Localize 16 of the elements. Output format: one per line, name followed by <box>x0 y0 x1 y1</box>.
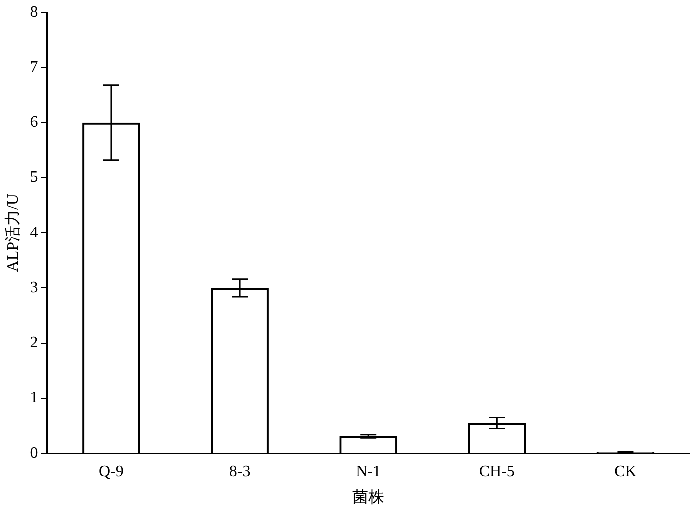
y-tick-label: 1 <box>30 390 38 407</box>
x-tick-label: N-1 <box>356 463 382 480</box>
y-tick-label: 8 <box>30 4 38 21</box>
y-axis-title: ALP活力/U <box>4 194 22 272</box>
y-tick-label: 7 <box>30 58 38 76</box>
x-tick-label: CH-5 <box>479 463 515 480</box>
y-tick-label: 4 <box>30 224 38 242</box>
y-tick-label: 6 <box>30 114 38 132</box>
x-tick-label: 8-3 <box>229 463 251 480</box>
y-tick-label: 3 <box>30 279 38 296</box>
y-tick-label: 2 <box>30 334 38 352</box>
x-tick-label: Q-9 <box>99 463 124 480</box>
x-axis-title: 菌株 <box>352 488 385 507</box>
x-tick-label: CK <box>614 463 638 480</box>
y-tick-label: 0 <box>30 444 38 462</box>
y-tick-label: 5 <box>30 169 38 186</box>
